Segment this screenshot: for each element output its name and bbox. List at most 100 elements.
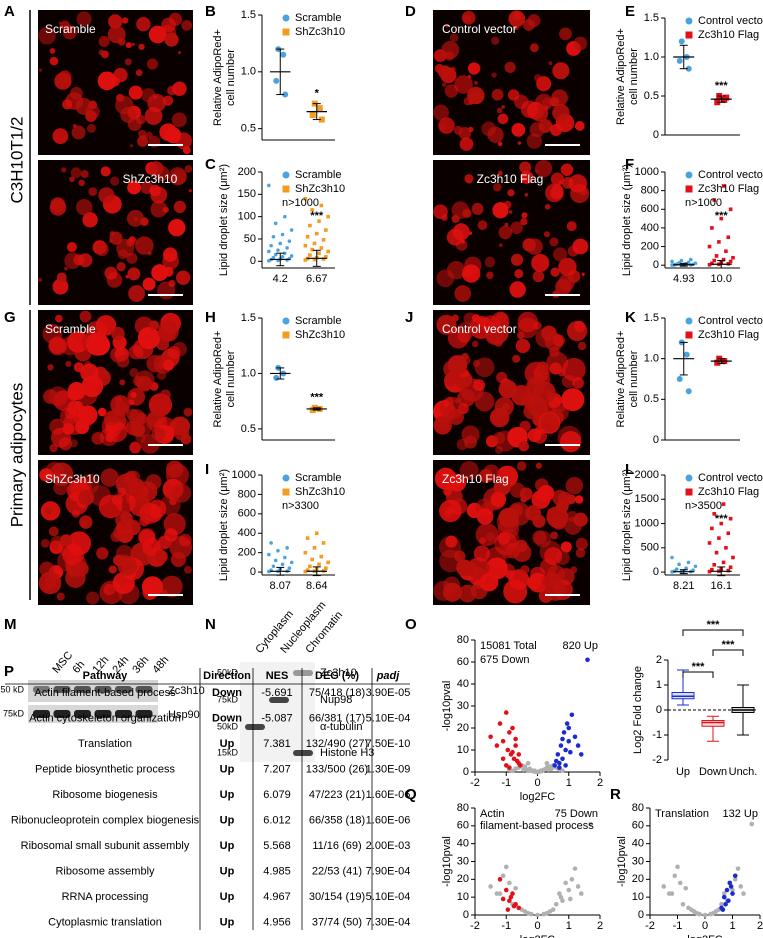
blot	[240, 662, 315, 762]
lipid-droplet	[562, 357, 586, 382]
legend-label: Control vector	[698, 15, 763, 27]
legend-label: Zc3h10 Flag	[698, 29, 759, 41]
data-point	[510, 725, 515, 731]
lipid-droplet	[98, 49, 105, 56]
data-point	[513, 743, 518, 748]
protein-label: Histone H3	[320, 747, 374, 759]
image-label: Zc3h10 Flag	[477, 172, 544, 186]
lipid-droplet	[164, 32, 179, 47]
legend-label: ShZc3h10	[295, 329, 345, 341]
table-cell: Down	[212, 712, 242, 724]
band	[135, 710, 153, 718]
y-axis-label: Log2 Fold change	[632, 666, 644, 754]
lipid-droplet	[54, 72, 72, 90]
row-label: Primary adipocytes	[7, 383, 26, 528]
data-point	[685, 65, 692, 72]
lipid-droplet	[95, 242, 109, 257]
y-tick-label: 200	[641, 240, 659, 252]
lipid-droplet	[184, 165, 193, 173]
lipid-droplet	[80, 363, 99, 383]
y-axis-label: -log10pval	[616, 836, 628, 887]
data-point	[308, 223, 312, 228]
lipid-droplet	[445, 24, 450, 28]
data-point	[326, 560, 330, 565]
legend-marker	[282, 474, 290, 482]
lipid-droplet	[441, 40, 460, 60]
lipid-droplet	[163, 247, 178, 262]
data-point	[707, 244, 712, 249]
lipid-droplet	[433, 204, 448, 219]
lipid-droplet	[131, 416, 153, 438]
lipid-droplet	[451, 201, 470, 219]
lipid-droplet	[63, 412, 87, 436]
lipid-droplet	[464, 435, 478, 449]
data-point	[285, 546, 289, 550]
mean-label: 4.93	[673, 273, 694, 285]
y-axis-label: Relative AdipoRed+	[212, 29, 224, 126]
y-tick-label: 1.5	[241, 9, 256, 21]
image-label: ShZc3h10	[45, 472, 100, 486]
significance: ***	[715, 210, 729, 222]
significance-bracket	[682, 629, 744, 636]
data-point	[497, 721, 503, 726]
data-point	[541, 911, 547, 917]
lipid-droplet	[572, 377, 584, 389]
lipid-droplet	[56, 272, 67, 283]
data-point	[289, 254, 294, 258]
y-tick-label: 50	[244, 233, 256, 245]
marker-label: 50kD	[217, 721, 239, 731]
table-cell: 1.30E-09	[366, 763, 411, 775]
lipid-droplet	[129, 144, 134, 148]
panel-letter: C	[205, 156, 216, 173]
lipid-droplet	[133, 216, 138, 222]
data-point	[324, 566, 328, 571]
lipid-droplet	[51, 427, 72, 448]
lipid-droplet	[119, 379, 126, 386]
image-label: Scramble	[45, 22, 96, 36]
data-point	[321, 541, 326, 545]
table-cell: Actin filament-based process	[34, 687, 176, 699]
lipid-droplet	[481, 121, 497, 137]
table-header: Pathway	[83, 670, 129, 682]
data-point	[726, 568, 731, 573]
lipid-droplet	[548, 61, 553, 66]
data-point	[305, 234, 310, 239]
table-cell: 66/358 (18)	[309, 814, 365, 826]
table-cell: 5.10E-04	[366, 891, 411, 903]
lipid-droplet	[162, 359, 175, 371]
lipid-droplet	[510, 221, 523, 235]
lipid-droplet	[40, 539, 50, 548]
protein-label: Hsp90	[168, 709, 200, 721]
panel-letter: J	[405, 309, 413, 326]
lipid-droplet	[69, 176, 75, 183]
lipid-droplet	[125, 274, 129, 279]
lipid-droplet	[80, 170, 89, 179]
table-cell: 7.90E-04	[366, 865, 411, 877]
lipid-droplet	[78, 489, 95, 506]
band	[269, 697, 289, 703]
data-point	[552, 763, 557, 768]
lipid-droplet	[550, 531, 559, 540]
y-tick-label: 200	[238, 547, 256, 559]
lipid-droplet	[501, 105, 506, 109]
table-cell: Peptide biosynthetic process	[35, 763, 176, 775]
lipid-droplet	[451, 314, 459, 322]
x-tick-label: 2	[597, 777, 603, 789]
data-point	[578, 752, 584, 757]
lipid-droplet	[120, 106, 137, 123]
row-label: C3H10T1/2	[7, 117, 26, 204]
annotation: 15081 Total	[480, 640, 537, 652]
lipid-droplet	[491, 36, 500, 45]
lipid-droplet	[544, 547, 563, 566]
y-axis-label: cell number	[628, 48, 640, 105]
data-point	[719, 902, 724, 907]
lipid-droplet	[116, 524, 134, 543]
lipid-droplet	[184, 565, 192, 574]
lipid-droplet	[112, 571, 135, 594]
lipid-droplet	[518, 440, 530, 452]
lipid-droplet	[503, 579, 528, 604]
lipid-droplet	[519, 161, 532, 174]
data-point	[326, 249, 330, 254]
lipid-droplet	[448, 473, 467, 492]
y-tick-label: 30	[457, 700, 469, 712]
